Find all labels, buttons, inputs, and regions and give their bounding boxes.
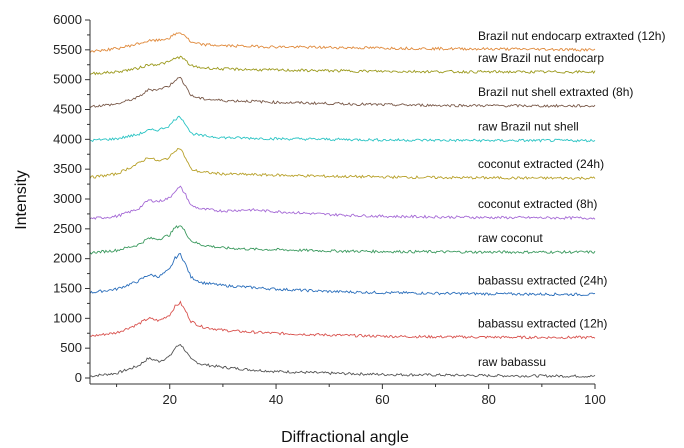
series-line [89,185,596,221]
y-tick-label: 3500 [53,161,82,176]
series-line [89,55,596,76]
y-tick-label: 4000 [53,131,82,146]
series-layer [89,32,596,378]
series-line [89,300,596,340]
y-tick-label: 6000 [53,12,82,27]
series-label: Brazil nut endocarp extraxted (12h) [478,29,665,43]
y-tick-label: 2000 [53,251,82,266]
x-axis-title: Diffractional angle [281,429,409,446]
series-line [89,147,596,181]
series-line [89,32,596,54]
series-label: raw Brazil nut endocarp [478,51,604,65]
y-tick-label: 0 [75,370,82,385]
series-label: raw Brazil nut shell [478,120,579,134]
series-line [89,344,596,378]
x-tick-label: 80 [481,392,495,407]
x-tick-label: 60 [375,392,389,407]
x-tick-label: 100 [584,392,606,407]
y-tick-label: 3000 [53,191,82,206]
y-tick-label: 500 [60,340,82,355]
y-tick-label: 2500 [53,221,82,236]
x-tick-label: 40 [269,392,283,407]
series-label: coconut extracted (8h) [478,197,597,211]
y-tick-label: 1500 [53,281,82,296]
series-line [89,225,596,255]
y-tick-label: 4500 [53,102,82,117]
y-tick-label: 5500 [53,42,82,57]
y-tick-label: 1000 [53,310,82,325]
series-line [89,115,596,143]
series-line [89,252,596,297]
x-tick-label: 20 [163,392,177,407]
series-label: raw babassu [478,355,546,369]
y-axis-title: Intensity [13,170,30,230]
series-line [89,76,596,109]
y-tick-label: 5000 [53,72,82,87]
series-label: babassu extracted (24h) [478,273,607,287]
series-label: babassu extracted (12h) [478,316,607,330]
series-label: raw coconut [478,231,543,245]
axes: 0 500 1000 1500 2000 2500 3000 3500 4000 4500 5000… [53,12,606,407]
series-label: coconut extracted (24h) [478,157,604,171]
series-labels: raw babassu babassu extracted (12h) babass… [478,29,665,369]
series-label: Brazil nut shell extraxted (8h) [478,85,633,99]
